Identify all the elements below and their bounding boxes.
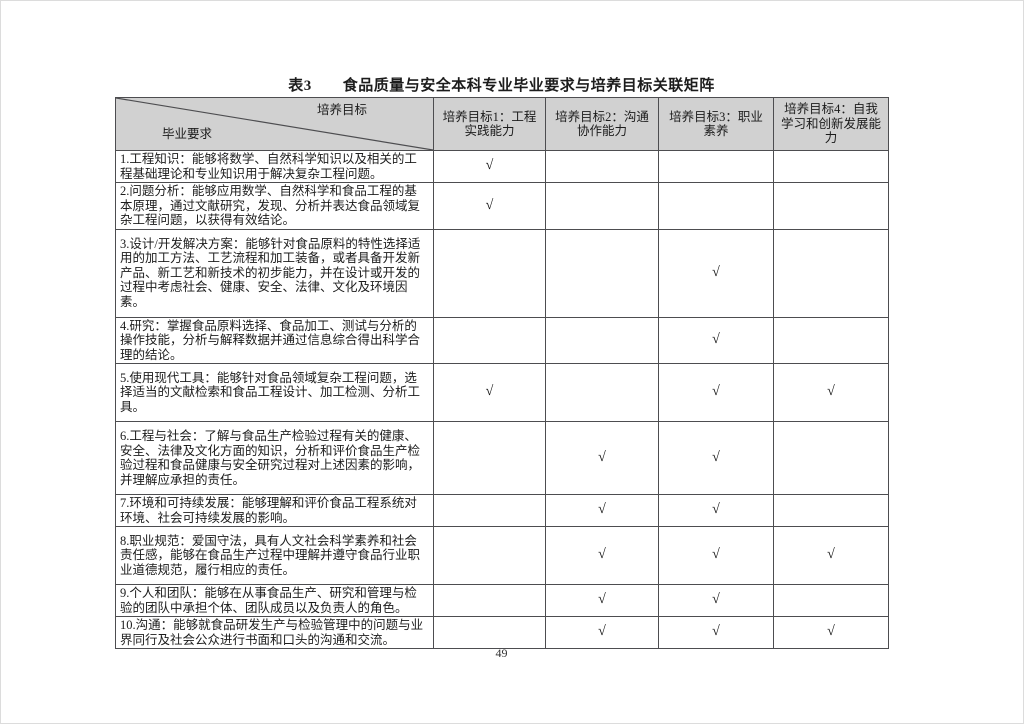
mark-cell: √ (773, 526, 889, 585)
column-header-goal1: 培养目标1：工程实践能力 (433, 97, 546, 151)
column-header-goal4: 培养目标4：自我学习和创新发展能力 (773, 97, 889, 151)
mark-cell: √ (773, 363, 889, 422)
mark-cell (545, 363, 659, 422)
mark-cell (433, 584, 546, 617)
mark-cell (433, 616, 546, 649)
mark-cell: √ (773, 616, 889, 649)
mark-cell (773, 316, 889, 364)
table-title: 表3 食品质量与安全本科专业毕业要求与培养目标关联矩阵 (288, 78, 715, 94)
mark-cell: √ (658, 616, 774, 649)
mark-cell: √ (545, 526, 659, 585)
mark-cell (433, 316, 546, 364)
mark-cell: √ (658, 494, 774, 527)
mark-cell (433, 228, 546, 318)
requirement-cell: 5.使用现代工具：能够针对食品领域复杂工程问题，选择适当的文献检索和食品工程设计… (115, 363, 434, 422)
header-row: 培养目标 毕业要求 培养目标1：工程实践能力 培养目标2：沟通协作能力 培养目标… (115, 97, 889, 151)
requirement-cell: 3.设计/开发解决方案：能够针对食品原料的特性选择适用的加工方法、工艺流程和加工… (115, 228, 434, 318)
requirement-cell: 7.环境和可持续发展：能够理解和评价食品工程系统对环境、社会可持续发展的影响。 (115, 494, 434, 527)
mark-cell (545, 228, 659, 318)
mark-cell (545, 150, 659, 183)
mark-cell: √ (658, 316, 774, 364)
mark-cell (545, 182, 659, 230)
mark-cell: √ (545, 584, 659, 617)
mark-cell (773, 182, 889, 230)
corner-label-training-goals: 培养目标 (316, 103, 367, 117)
mark-cell: √ (658, 526, 774, 585)
corner-header-cell: 培养目标 毕业要求 (115, 97, 434, 151)
table-row-5: 5.使用现代工具：能够针对食品领域复杂工程问题，选择适当的文献检索和食品工程设计… (115, 363, 889, 422)
correlation-matrix-table: 培养目标 毕业要求 培养目标1：工程实践能力 培养目标2：沟通协作能力 培养目标… (115, 97, 889, 649)
mark-cell: √ (433, 182, 546, 230)
table-body: 1.工程知识：能够将数学、自然科学知识以及相关的工程基础理论和专业知识用于解决复… (115, 150, 889, 649)
requirement-cell: 2.问题分析：能够应用数学、自然科学和食品工程的基本原理，通过文献研究，发现、分… (115, 182, 434, 230)
mark-cell (773, 494, 889, 527)
corner-label-graduation-requirements: 毕业要求 (162, 126, 213, 141)
requirement-cell: 6.工程与社会：了解与食品生产检验过程有关的健康、安全、法律及文化方面的知识，分… (115, 421, 434, 495)
mark-cell: √ (433, 150, 546, 183)
mark-cell (773, 228, 889, 318)
mark-cell (433, 421, 546, 495)
page-number: 49 (495, 646, 508, 660)
requirement-cell: 4.研究：掌握食品原料选择、食品加工、测试与分析的操作技能，分析与解释数据并通过… (115, 316, 434, 364)
column-header-goal2: 培养目标2：沟通协作能力 (545, 97, 659, 151)
mark-cell (658, 150, 774, 183)
table-row-10: 10.沟通：能够就食品研发生产与检验管理中的问题与业界同行及社会公众进行书面和口… (115, 616, 889, 649)
mark-cell: √ (433, 363, 546, 422)
table-row-7: 7.环境和可持续发展：能够理解和评价食品工程系统对环境、社会可持续发展的影响。 … (115, 494, 889, 527)
requirement-cell: 8.职业规范：爱国守法，具有人文社会科学素养和社会责任感，能够在食品生产过程中理… (115, 526, 434, 585)
mark-cell: √ (545, 421, 659, 495)
mark-cell: √ (545, 616, 659, 649)
requirement-cell: 1.工程知识：能够将数学、自然科学知识以及相关的工程基础理论和专业知识用于解决复… (115, 150, 434, 183)
mark-cell (773, 421, 889, 495)
table-row-6: 6.工程与社会：了解与食品生产检验过程有关的健康、安全、法律及文化方面的知识，分… (115, 421, 889, 495)
mark-cell: √ (658, 228, 774, 318)
mark-cell: √ (658, 363, 774, 422)
mark-cell (773, 584, 889, 617)
requirement-cell: 9.个人和团队：能够在从事食品生产、研究和管理与检验的团队中承担个体、团队成员以… (115, 584, 434, 617)
table-row-2: 2.问题分析：能够应用数学、自然科学和食品工程的基本原理，通过文献研究，发现、分… (115, 182, 889, 230)
requirement-cell: 10.沟通：能够就食品研发生产与检验管理中的问题与业界同行及社会公众进行书面和口… (115, 616, 434, 649)
mark-cell: √ (545, 494, 659, 527)
diagonal-divider-line (116, 98, 433, 150)
mark-cell (773, 150, 889, 183)
column-header-goal3: 培养目标3：职业素养 (658, 97, 774, 151)
table-row-9: 9.个人和团队：能够在从事食品生产、研究和管理与检验的团队中承担个体、团队成员以… (115, 584, 889, 617)
table-header: 培养目标 毕业要求 培养目标1：工程实践能力 培养目标2：沟通协作能力 培养目标… (115, 97, 889, 151)
table-row-8: 8.职业规范：爱国守法，具有人文社会科学素养和社会责任感，能够在食品生产过程中理… (115, 526, 889, 585)
mark-cell: √ (658, 584, 774, 617)
table-row-1: 1.工程知识：能够将数学、自然科学知识以及相关的工程基础理论和专业知识用于解决复… (115, 150, 889, 183)
mark-cell (545, 316, 659, 364)
table-row-3: 3.设计/开发解决方案：能够针对食品原料的特性选择适用的加工方法、工艺流程和加工… (115, 228, 889, 318)
table-row-4: 4.研究：掌握食品原料选择、食品加工、测试与分析的操作技能，分析与解释数据并通过… (115, 316, 889, 364)
mark-cell (658, 182, 774, 230)
mark-cell (433, 526, 546, 585)
mark-cell (433, 494, 546, 527)
mark-cell: √ (658, 421, 774, 495)
